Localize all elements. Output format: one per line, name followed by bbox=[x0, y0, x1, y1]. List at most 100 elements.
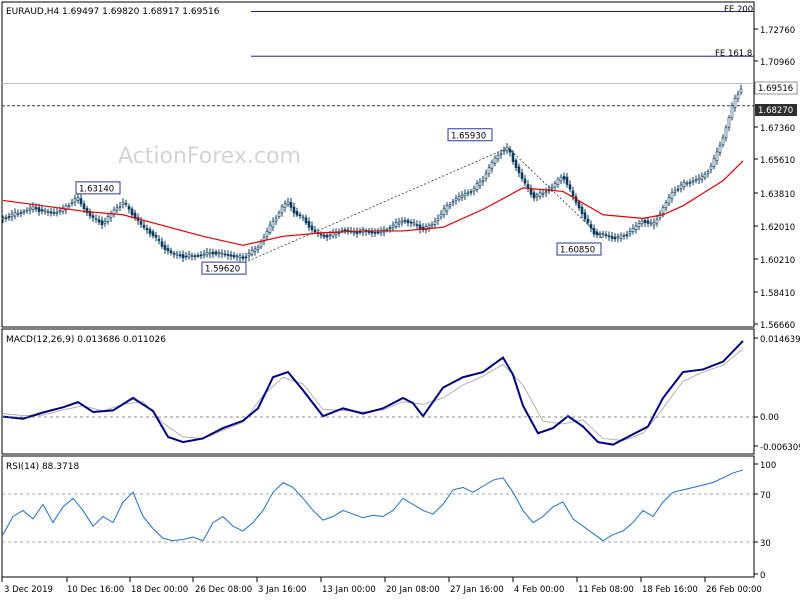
svg-text:1.59620: 1.59620 bbox=[205, 265, 240, 275]
candle bbox=[730, 102, 734, 121]
candle bbox=[268, 220, 272, 235]
candle bbox=[514, 158, 518, 172]
moving-average bbox=[2, 160, 744, 246]
candle bbox=[517, 163, 521, 178]
candle bbox=[700, 172, 704, 183]
candle bbox=[40, 206, 44, 215]
candle bbox=[250, 246, 254, 257]
candlestick-series bbox=[1, 84, 743, 263]
candle bbox=[229, 250, 233, 261]
candle bbox=[298, 212, 302, 219]
candle bbox=[103, 217, 107, 227]
swing-label: 1.60850 bbox=[556, 242, 602, 256]
candle bbox=[214, 249, 218, 257]
candle bbox=[247, 249, 251, 260]
swing-label: 1.63140 bbox=[75, 181, 121, 194]
fe-200-label: FE 200 bbox=[724, 5, 753, 15]
candle bbox=[10, 209, 14, 222]
candle bbox=[646, 217, 650, 227]
candle bbox=[472, 185, 476, 196]
candle bbox=[49, 208, 53, 217]
candle bbox=[559, 174, 563, 184]
candle bbox=[211, 248, 215, 258]
current-price-box: 1.69516 bbox=[754, 81, 798, 95]
candle bbox=[490, 159, 494, 173]
candle bbox=[94, 214, 98, 223]
svg-text:1.68270: 1.68270 bbox=[758, 106, 793, 116]
candle bbox=[580, 204, 584, 219]
candle bbox=[679, 181, 683, 193]
candle bbox=[439, 210, 443, 220]
candle bbox=[7, 212, 11, 221]
candle bbox=[151, 229, 155, 239]
svg-text:1.63140: 1.63140 bbox=[79, 184, 114, 194]
candle bbox=[223, 249, 227, 258]
trend-lines bbox=[247, 147, 604, 262]
candle bbox=[67, 202, 71, 210]
candle bbox=[196, 252, 200, 259]
candle bbox=[124, 199, 128, 208]
candle bbox=[712, 154, 716, 170]
candle bbox=[76, 193, 80, 204]
candle bbox=[691, 176, 695, 186]
candle bbox=[172, 250, 176, 259]
svg-text:1.69516: 1.69516 bbox=[758, 84, 793, 94]
candle bbox=[277, 210, 281, 219]
candle bbox=[673, 186, 677, 197]
candle bbox=[121, 198, 125, 209]
candle bbox=[652, 218, 656, 230]
candle bbox=[394, 218, 398, 229]
candle bbox=[106, 213, 110, 225]
candle bbox=[640, 218, 644, 227]
candle bbox=[139, 216, 143, 229]
price-tick: 1.65610 bbox=[760, 156, 795, 166]
candle bbox=[313, 225, 317, 234]
candle bbox=[430, 221, 434, 229]
time-label: 18 Dec 00:00 bbox=[131, 585, 188, 595]
candle bbox=[565, 172, 569, 188]
candle bbox=[178, 250, 182, 259]
candle bbox=[667, 193, 671, 206]
candle bbox=[613, 233, 617, 242]
candle bbox=[451, 199, 455, 207]
candle bbox=[655, 215, 659, 227]
candle bbox=[637, 219, 641, 231]
candle bbox=[568, 180, 572, 193]
candle bbox=[556, 177, 560, 188]
candle bbox=[400, 217, 404, 227]
candle bbox=[325, 231, 329, 242]
time-label: 13 Jan 00:00 bbox=[322, 585, 376, 595]
candle bbox=[280, 204, 284, 217]
time-label: 11 Feb 08:00 bbox=[578, 585, 634, 595]
price-panel-header: EURAUD,H4 1.69497 1.69820 1.68917 1.6951… bbox=[6, 7, 220, 17]
rsi-tick: 30 bbox=[760, 539, 771, 549]
candle bbox=[352, 227, 356, 237]
candle bbox=[73, 194, 77, 207]
candle bbox=[622, 232, 626, 240]
candle bbox=[706, 169, 710, 178]
time-label: 26 Dec 08:00 bbox=[195, 585, 252, 595]
candle bbox=[205, 248, 209, 258]
candle bbox=[43, 207, 47, 215]
candle bbox=[13, 208, 17, 220]
macd-main-line bbox=[2, 340, 744, 446]
candle bbox=[493, 155, 497, 167]
candle bbox=[295, 207, 299, 218]
candle bbox=[694, 175, 698, 184]
price-tick: 1.63810 bbox=[760, 190, 795, 200]
candle bbox=[265, 227, 269, 241]
candle bbox=[718, 141, 722, 157]
macd-panel-header: MACD(12,26,9) 0.013686 0.011026 bbox=[6, 335, 166, 345]
candle bbox=[199, 251, 203, 260]
candle bbox=[232, 252, 236, 260]
candle bbox=[598, 231, 602, 239]
candle bbox=[460, 190, 464, 201]
candle bbox=[79, 194, 83, 207]
macd-lines bbox=[2, 340, 744, 446]
candle bbox=[571, 186, 575, 201]
candle bbox=[475, 180, 479, 193]
swing-label: 1.65930 bbox=[447, 128, 493, 141]
candle bbox=[145, 224, 149, 234]
time-label: 3 Jan 16:00 bbox=[258, 585, 306, 595]
price-tick: 1.72760 bbox=[760, 26, 795, 36]
